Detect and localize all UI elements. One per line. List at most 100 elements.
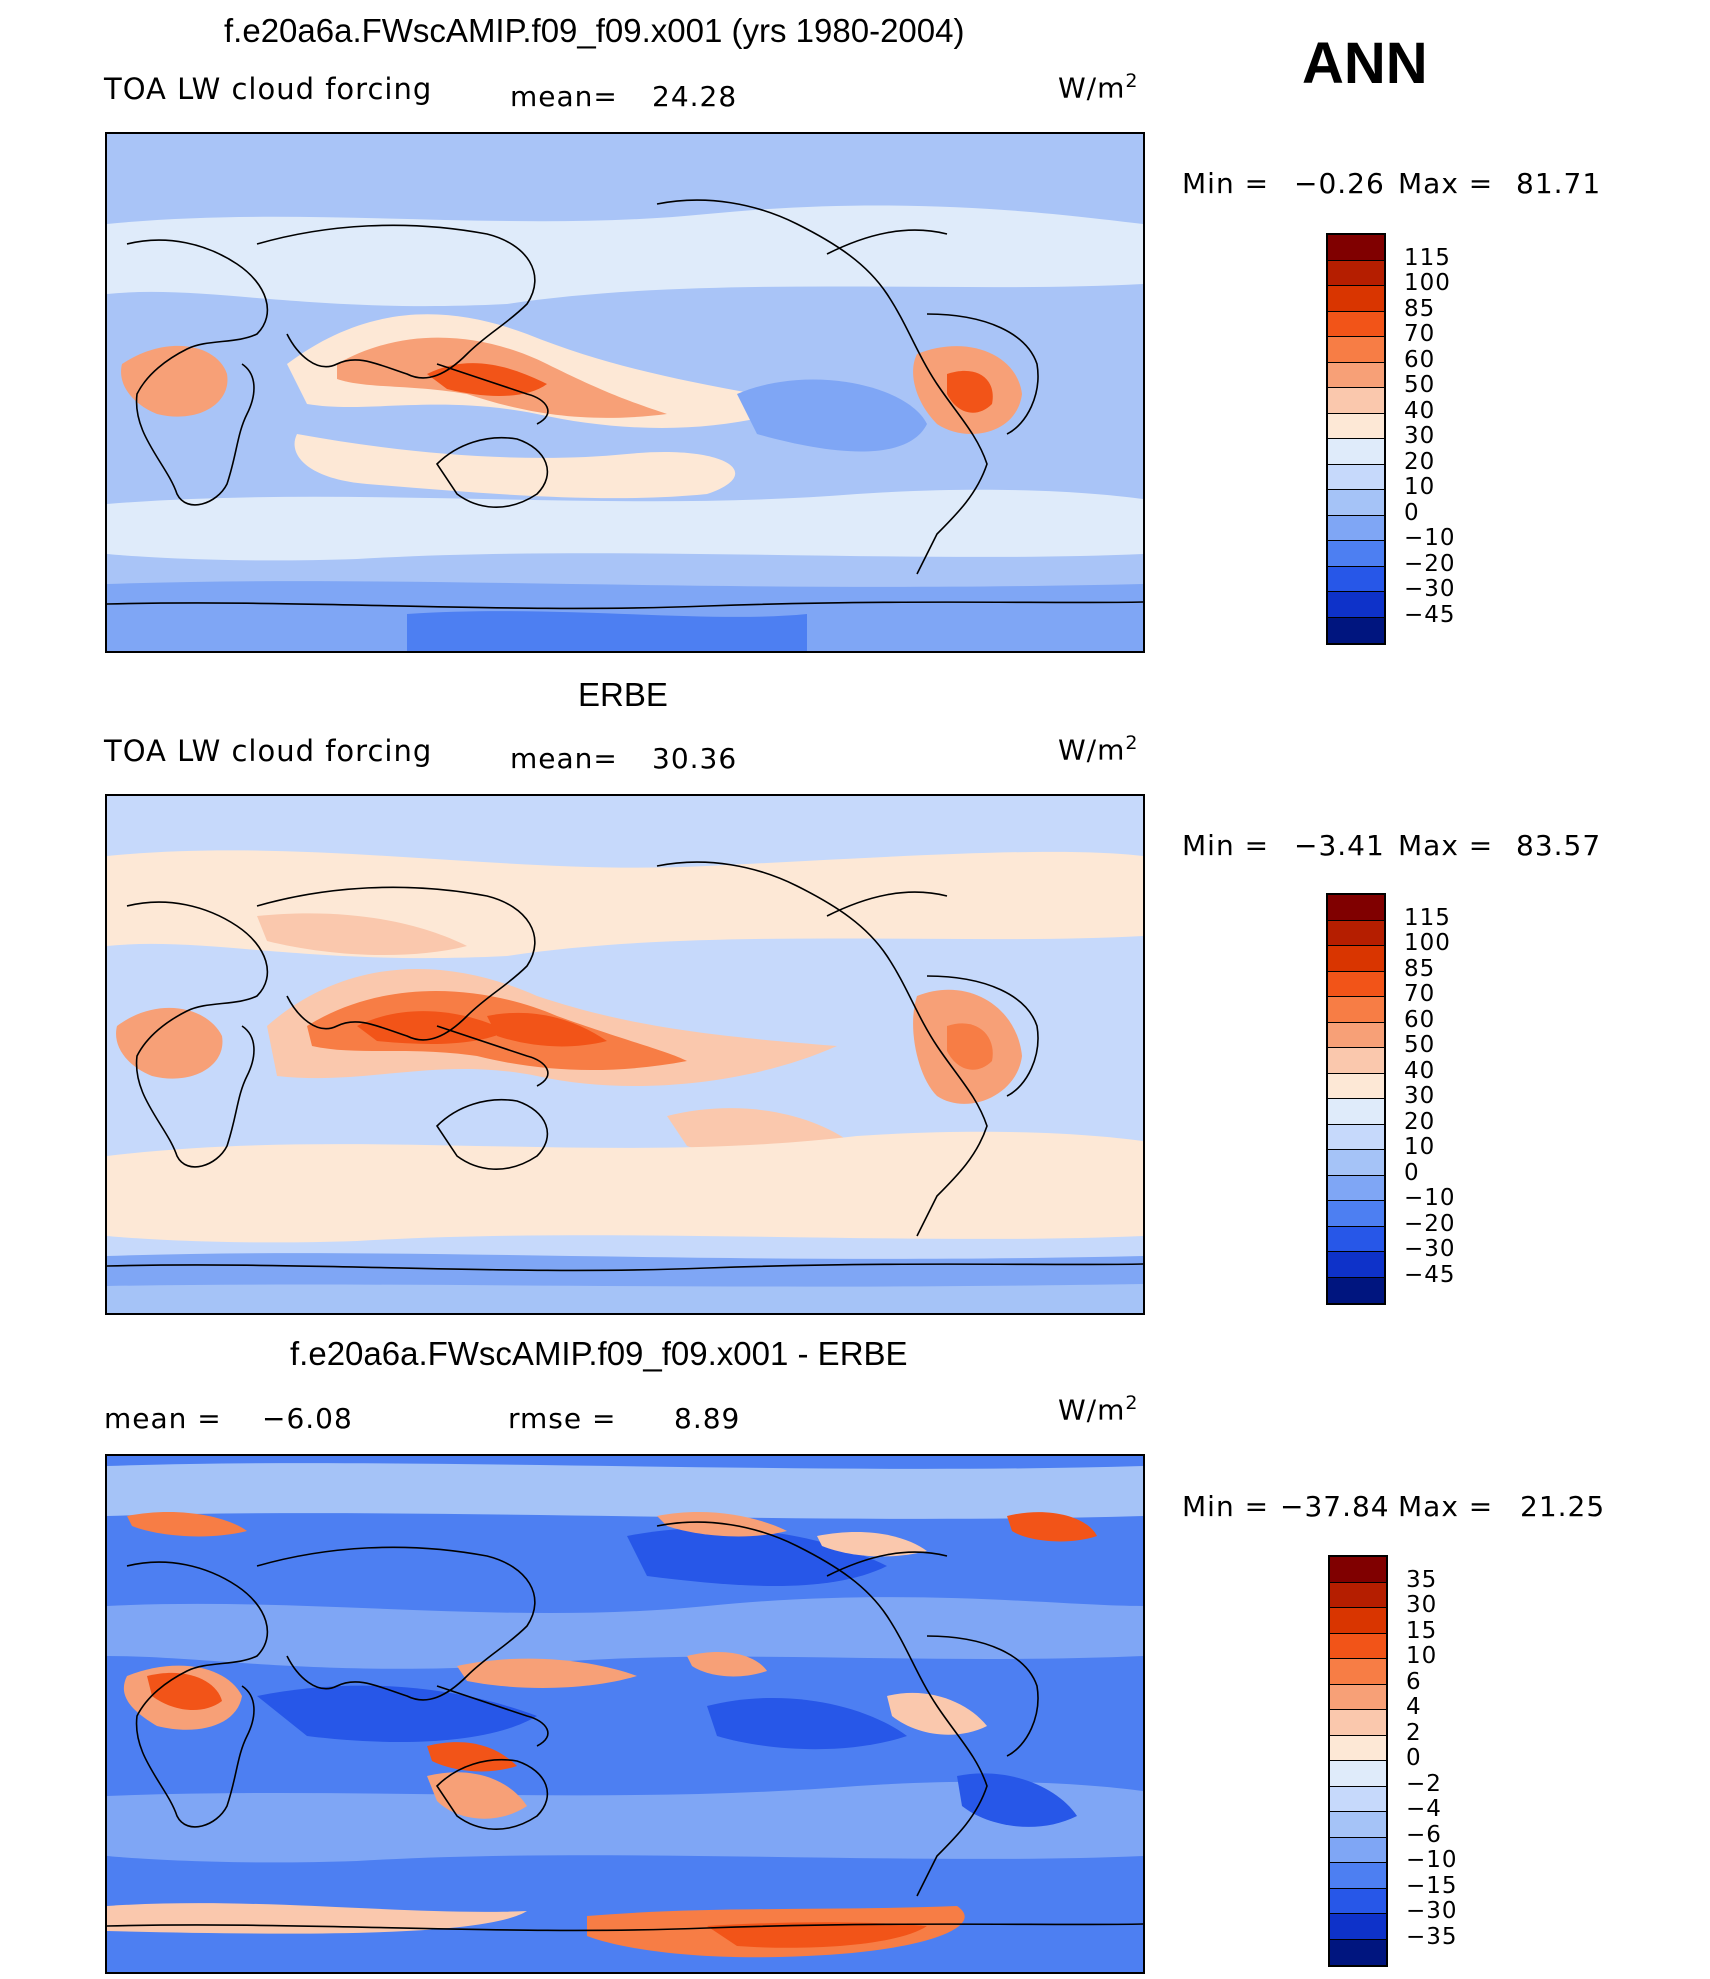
- colorbar-swatch: [1330, 1786, 1386, 1812]
- colorbar-tick-label: −10: [1404, 1185, 1456, 1211]
- colorbar-tick-label: 50: [1404, 372, 1436, 398]
- colorbar-tick-label: 35: [1406, 1566, 1438, 1593]
- colorbar-swatch: [1328, 337, 1384, 363]
- colorbar-swatch: [1328, 464, 1384, 490]
- panel2-contour-map: [107, 796, 1143, 1313]
- panel2-max-value: 83.57: [1516, 829, 1602, 862]
- colorbar-swatch: [1330, 1710, 1386, 1736]
- colorbar-tick-label: −30: [1406, 1898, 1458, 1924]
- colorbar-swatch: [1328, 1201, 1384, 1227]
- colorbar-swatch: [1330, 1735, 1386, 1761]
- colorbar-swatch: [1328, 311, 1384, 337]
- colorbar-tick-label: −4: [1406, 1796, 1442, 1822]
- colorbar-swatch: [1330, 1608, 1386, 1634]
- colorbar-tick-label: 60: [1404, 346, 1436, 373]
- colorbar-swatch: [1328, 439, 1384, 465]
- panel3-mean-value: −6.08: [262, 1402, 353, 1435]
- colorbar-tick-label: 2: [1406, 1719, 1422, 1746]
- colorbar-tick-label: 4: [1406, 1694, 1422, 1720]
- panel1-map: [105, 132, 1145, 653]
- colorbar-tick-label: −20: [1404, 550, 1456, 577]
- panel3-max-value: 21.25: [1520, 1490, 1606, 1523]
- colorbar-tick-label: 115: [1404, 244, 1451, 271]
- panel3-min-value: −37.84: [1280, 1490, 1390, 1523]
- colorbar-swatch: [1330, 1557, 1386, 1583]
- colorbar-swatch: [1330, 1837, 1386, 1863]
- colorbar-swatch: [1328, 388, 1384, 414]
- panel1-units: W/m2: [1058, 70, 1139, 105]
- colorbar-swatch: [1328, 1226, 1384, 1252]
- colorbar-swatch: [1330, 1812, 1386, 1838]
- colorbar-tick-label: −20: [1404, 1210, 1456, 1237]
- panel1-contour-map: [107, 134, 1143, 651]
- colorbar-tick-label: 0: [1406, 1745, 1422, 1771]
- panel2-min-label: Min =: [1182, 829, 1270, 862]
- panel1-max-label: Max =: [1398, 167, 1494, 200]
- colorbar-tick-label: −30: [1404, 576, 1456, 602]
- colorbar-swatch: [1328, 1175, 1384, 1201]
- panel3-rmse-label: rmse =: [508, 1402, 617, 1435]
- colorbar-swatch: [1328, 413, 1384, 439]
- colorbar-swatch: [1330, 1914, 1386, 1940]
- colorbar-tick-label: 70: [1404, 981, 1436, 1007]
- colorbar-swatch: [1330, 1939, 1386, 1965]
- colorbar-tick-label: 6: [1406, 1668, 1422, 1695]
- colorbar-tick-label: 70: [1404, 321, 1436, 347]
- colorbar-swatch: [1328, 617, 1384, 643]
- panel1-title: f.e20a6a.FWscAMIP.f09_f09.x001 (yrs 1980…: [224, 12, 965, 49]
- panel2-mean-value: 30.36: [652, 742, 738, 775]
- panel2-min-value: −3.41: [1294, 829, 1385, 862]
- colorbar-swatch: [1330, 1888, 1386, 1914]
- colorbar-swatch: [1330, 1659, 1386, 1685]
- panel2-units: W/m2: [1058, 732, 1139, 767]
- colorbar-tick-label: 40: [1404, 397, 1436, 424]
- panel2-map: [105, 794, 1145, 1315]
- colorbar-swatch: [1328, 260, 1384, 286]
- colorbar-swatch: [1328, 1150, 1384, 1176]
- colorbar-tick-label: 30: [1406, 1592, 1438, 1618]
- season-label: ANN: [1302, 31, 1428, 96]
- colorbar-tick-label: −6: [1406, 1821, 1442, 1848]
- panel2-colorbar: [1326, 893, 1386, 1305]
- colorbar-swatch: [1328, 515, 1384, 541]
- colorbar-tick-label: −10: [1404, 525, 1456, 551]
- colorbar-tick-label: 20: [1404, 448, 1436, 475]
- colorbar-swatch: [1330, 1761, 1386, 1787]
- colorbar-tick-label: −45: [1404, 1261, 1456, 1288]
- colorbar-swatch: [1328, 1022, 1384, 1048]
- colorbar-tick-label: −45: [1404, 601, 1456, 628]
- colorbar-tick-label: 85: [1404, 295, 1436, 322]
- colorbar-swatch: [1328, 1252, 1384, 1278]
- colorbar-tick-label: 50: [1404, 1032, 1436, 1058]
- panel3-map: [105, 1454, 1145, 1974]
- panel1-mean-value: 24.28: [652, 80, 738, 113]
- panel2-max-label: Max =: [1398, 829, 1494, 862]
- panel3-colorbar: [1328, 1555, 1388, 1967]
- colorbar-swatch: [1330, 1684, 1386, 1710]
- colorbar-swatch: [1328, 1073, 1384, 1099]
- colorbar-swatch: [1328, 541, 1384, 567]
- colorbar-swatch: [1328, 235, 1384, 261]
- colorbar-tick-label: −15: [1406, 1872, 1458, 1899]
- colorbar-swatch: [1328, 490, 1384, 516]
- colorbar-tick-label: 100: [1404, 930, 1451, 956]
- colorbar-swatch: [1330, 1863, 1386, 1889]
- panel3-title: f.e20a6a.FWscAMIP.f09_f09.x001 - ERBE: [290, 1335, 908, 1372]
- colorbar-tick-label: −30: [1404, 1236, 1456, 1262]
- colorbar-tick-label: 0: [1404, 1159, 1420, 1186]
- colorbar-tick-label: 0: [1404, 499, 1420, 526]
- panel3-rmse-value: 8.89: [674, 1402, 741, 1435]
- colorbar-swatch: [1328, 946, 1384, 972]
- colorbar-tick-label: 100: [1404, 270, 1451, 296]
- panel3-max-label: Max =: [1398, 1490, 1494, 1523]
- colorbar-swatch: [1328, 997, 1384, 1023]
- colorbar-swatch: [1330, 1582, 1386, 1608]
- panel3-units: W/m2: [1058, 1392, 1139, 1427]
- colorbar-tick-label: 40: [1404, 1057, 1436, 1084]
- panel3-mean-label: mean =: [104, 1402, 222, 1435]
- colorbar-swatch: [1328, 895, 1384, 921]
- colorbar-swatch: [1328, 1048, 1384, 1074]
- panel1-colorbar-labels: 115 100 85 70 60 50 40 30 20 10 0 −10 −20 −30 −45: [1404, 233, 1524, 645]
- panel1-min-label: Min =: [1182, 167, 1270, 200]
